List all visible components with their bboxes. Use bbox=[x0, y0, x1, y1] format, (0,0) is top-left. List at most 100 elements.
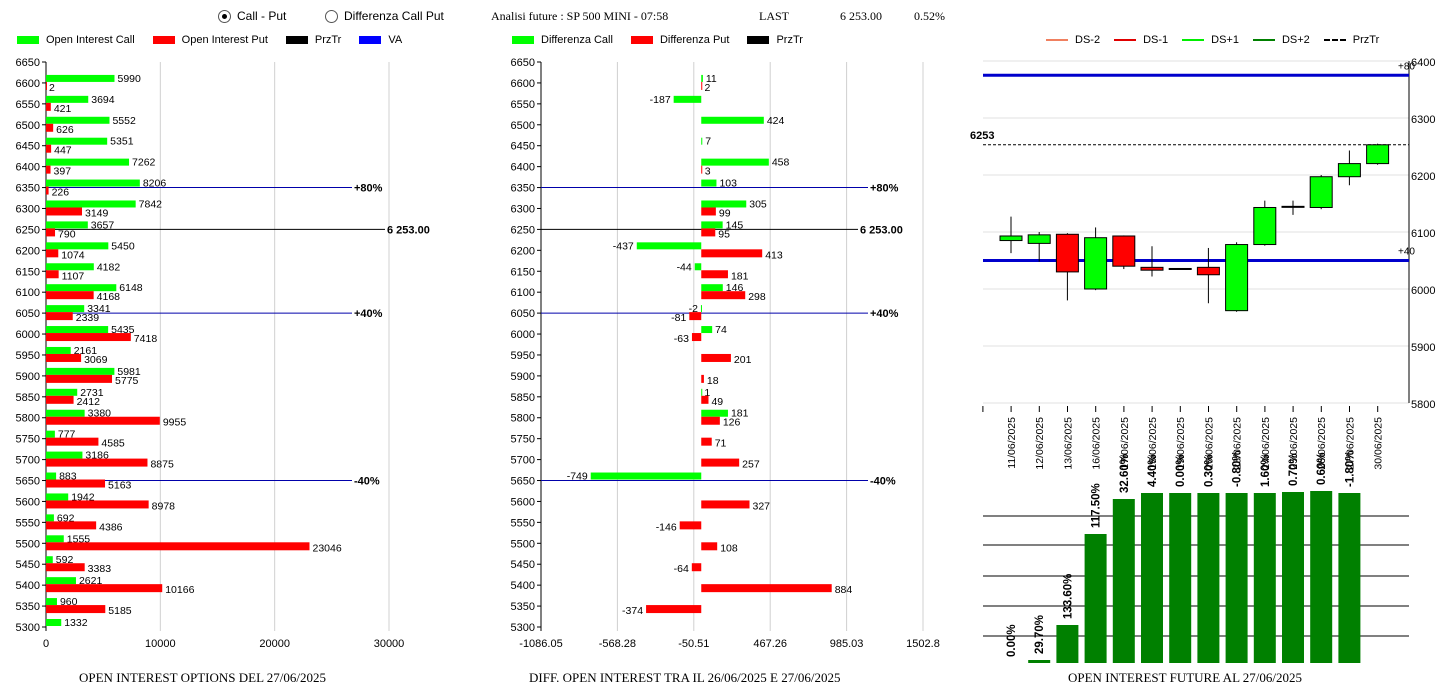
put-value-label: 626 bbox=[56, 124, 74, 136]
diff-call-value-label: 103 bbox=[719, 178, 737, 190]
diff-put-bar bbox=[701, 416, 720, 425]
put-bar bbox=[46, 333, 131, 342]
legend-ds-prztr-label: PrzTr bbox=[1352, 34, 1380, 46]
call-value-label: 7262 bbox=[132, 157, 156, 169]
diff-call-value-label: 74 bbox=[715, 324, 727, 336]
strike-label: 5850 bbox=[16, 392, 40, 404]
future-bar-label: 32.60% bbox=[1119, 454, 1131, 493]
diff-call-bar bbox=[701, 409, 728, 417]
call-bar bbox=[46, 305, 85, 313]
date-label: 16/06/2025 bbox=[1091, 417, 1103, 470]
diff-put-value-label: 413 bbox=[765, 249, 783, 261]
radio-unselected-icon[interactable] bbox=[325, 9, 338, 23]
legend-va-swatch bbox=[359, 36, 382, 44]
diff-put-value-label: 108 bbox=[720, 542, 738, 554]
put-value-label: 7418 bbox=[134, 333, 158, 345]
strike-label: 6100 bbox=[16, 287, 40, 299]
diff-put-bar bbox=[701, 249, 763, 258]
diff-call-bar bbox=[701, 116, 764, 124]
radio-call-put[interactable]: Call - Put bbox=[218, 9, 286, 23]
level-label: +80 bbox=[1398, 61, 1415, 72]
strike-label: 5550 bbox=[511, 517, 535, 529]
strike-label: 5550 bbox=[16, 517, 40, 529]
put-value-label: 421 bbox=[54, 103, 72, 115]
candlestick-chart: 5800 5900 6000 6100 6200 6300 6400+80 +40 6253 11… bbox=[970, 57, 1435, 470]
legend-ds-prztr-swatch bbox=[1323, 39, 1346, 41]
diff-put-value-label: -64 bbox=[674, 563, 689, 575]
date-label: 17/06/2025 bbox=[1119, 417, 1131, 470]
put-value-label: 9955 bbox=[163, 417, 187, 429]
call-bar bbox=[46, 242, 109, 250]
ref-line-label: +40% bbox=[870, 308, 899, 320]
put-bar bbox=[46, 270, 59, 279]
put-bar bbox=[46, 563, 85, 572]
call-bar bbox=[46, 619, 62, 626]
analysis-title: Analisi future : SP 500 MINI - 07:58 bbox=[491, 9, 669, 23]
legend-call-label: Open Interest Call bbox=[46, 34, 135, 46]
legend-diffprztr-label: PrzTr bbox=[776, 34, 803, 46]
diff-put-bar bbox=[701, 542, 718, 551]
diff-call-bar bbox=[701, 179, 717, 187]
strike-label: 6500 bbox=[16, 120, 40, 132]
legend-call-swatch bbox=[17, 36, 39, 44]
strike-label: 5650 bbox=[511, 476, 535, 488]
radio-differenza[interactable]: Differenza Call Put bbox=[325, 9, 444, 23]
date-label: 18/06/2025 bbox=[1147, 417, 1159, 470]
strike-label: 6350 bbox=[511, 183, 535, 195]
call-bar bbox=[46, 116, 110, 124]
diff-put-value-label: -374 bbox=[622, 605, 643, 617]
diff-call-value-label: 181 bbox=[731, 408, 749, 420]
diff-call-bar bbox=[700, 305, 702, 313]
diff-put-bar bbox=[679, 521, 702, 530]
diff-call-value-label: 145 bbox=[726, 219, 744, 231]
level-label: +40 bbox=[1398, 247, 1415, 258]
candle-body bbox=[1253, 206, 1277, 246]
diff-call-bar bbox=[701, 137, 703, 145]
call-bar bbox=[46, 263, 94, 271]
candle-body bbox=[1055, 233, 1079, 273]
strike-label: 6200 bbox=[511, 245, 535, 257]
call-bar bbox=[46, 95, 89, 103]
candle-body bbox=[1366, 144, 1390, 165]
put-bar bbox=[46, 123, 54, 132]
diff-put-bar bbox=[701, 395, 709, 404]
put-value-label: 5163 bbox=[108, 480, 132, 492]
put-value-label: 23046 bbox=[312, 542, 341, 554]
future-oi-chart: 0.00% 29.70% 133.60% 117.50% 32.60% 4.40% 0.00… bbox=[983, 451, 1409, 663]
legend-diffcall-label: Differenza Call bbox=[541, 34, 613, 46]
strike-label: 5400 bbox=[511, 580, 535, 592]
diff-put-value-label: 49 bbox=[711, 396, 723, 408]
put-bar bbox=[46, 353, 82, 362]
diff-put-bar bbox=[701, 458, 740, 467]
put-bar bbox=[46, 437, 99, 446]
strike-label: 6300 bbox=[16, 203, 40, 215]
radio-selected-icon[interactable] bbox=[218, 9, 231, 23]
call-bar bbox=[46, 346, 71, 354]
diff-call-value-label: -2 bbox=[689, 303, 698, 315]
call-value-label: 5552 bbox=[112, 115, 136, 127]
diff-call-bar bbox=[701, 388, 703, 396]
diff-call-value-label: 458 bbox=[772, 157, 790, 169]
strike-label: 6000 bbox=[511, 329, 535, 341]
future-bar bbox=[1310, 491, 1333, 663]
call-bar bbox=[46, 179, 140, 187]
call-bar bbox=[46, 221, 88, 229]
strike-label: 5950 bbox=[16, 350, 40, 362]
strike-label: 5800 bbox=[16, 413, 40, 425]
put-bar bbox=[46, 458, 148, 467]
candle-body bbox=[1168, 267, 1192, 270]
ref-line-label: +40% bbox=[354, 308, 383, 320]
call-bar bbox=[46, 158, 130, 166]
date-label: 19/06/2025 bbox=[1175, 417, 1187, 470]
put-bar bbox=[46, 521, 97, 530]
legend-diff: Differenza Call Differenza Put PrzTr bbox=[512, 34, 803, 46]
strike-label: 6600 bbox=[511, 78, 535, 90]
diff-put-bar bbox=[691, 333, 702, 342]
call-value-label: 3341 bbox=[87, 303, 111, 315]
diff-put-value-label: 884 bbox=[835, 584, 853, 596]
put-value-label: 397 bbox=[54, 166, 72, 178]
future-bar bbox=[1282, 492, 1304, 663]
x-tick-label: 20000 bbox=[259, 638, 290, 650]
strike-label: 6300 bbox=[511, 203, 535, 215]
